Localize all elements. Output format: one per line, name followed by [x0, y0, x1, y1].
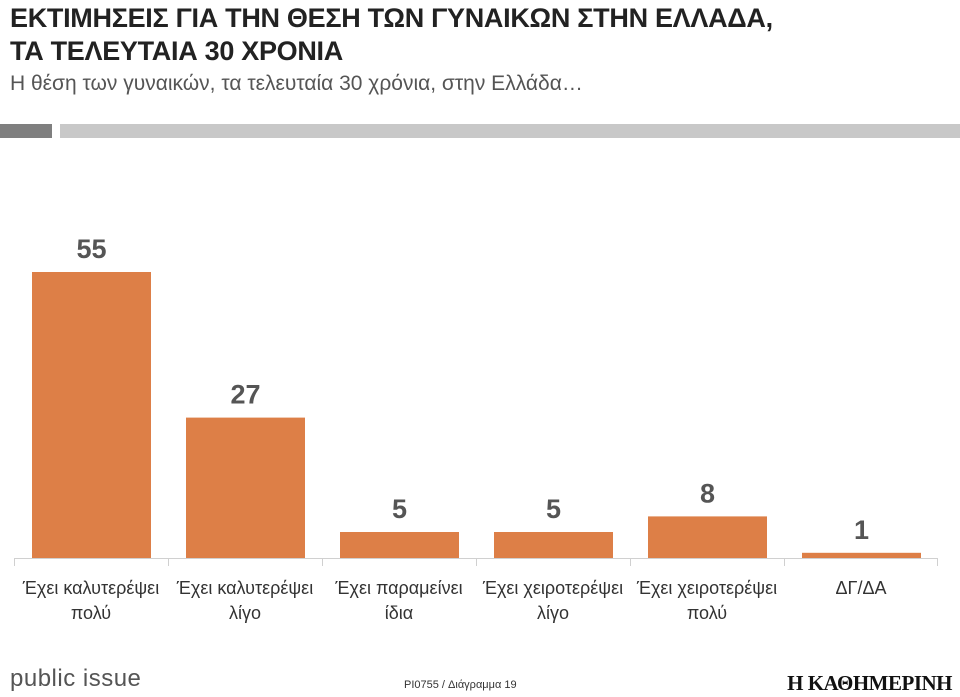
category-label: Έχει καλυτερέψει — [176, 578, 313, 598]
category-label: Έχει παραμείνει — [334, 578, 462, 598]
data-label: 1 — [854, 515, 869, 545]
category-label: ίδια — [385, 603, 413, 623]
category-label: πολύ — [71, 603, 111, 623]
kathimerini-logo: Η ΚΑΘΗΜΕΡΙΝΗ — [787, 671, 952, 695]
chart-title: ΕΚΤΙΜΗΣΕΙΣ ΓΙΑ ΤΗΝ ΘΕΣΗ ΤΩΝ ΓΥΝΑΙΚΩΝ ΣΤΗ… — [10, 2, 773, 68]
category-label: λίγο — [229, 603, 261, 623]
data-label: 5 — [392, 494, 407, 524]
bar — [340, 532, 459, 558]
bar — [494, 532, 613, 558]
data-label: 55 — [76, 234, 106, 264]
title-line-2: ΤΑ ΤΕΛΕΥΤΑΙΑ 30 ΧΡΟΝΙΑ — [10, 36, 343, 66]
bar — [32, 272, 151, 558]
category-label: Έχει χειροτερέψει — [636, 578, 777, 598]
title-line-1: ΕΚΤΙΜΗΣΕΙΣ ΓΙΑ ΤΗΝ ΘΕΣΗ ΤΩΝ ΓΥΝΑΙΚΩΝ ΣΤΗ… — [10, 3, 773, 33]
category-label: λίγο — [537, 603, 569, 623]
category-label: πολύ — [687, 603, 727, 623]
category-label: Έχει χειροτερέψει — [482, 578, 623, 598]
chart-subtitle: Η θέση των γυναικών, τα τελευταία 30 χρό… — [10, 72, 583, 95]
bar — [186, 417, 305, 558]
chart-code: PI0755 / Διάγραμμα 19 — [404, 679, 517, 691]
data-label: 8 — [700, 478, 715, 508]
header-divider-dark — [0, 124, 52, 138]
header-divider-light — [60, 124, 960, 138]
public-issue-logo: public issue — [10, 665, 142, 692]
bar — [648, 516, 767, 558]
data-label: 5 — [546, 494, 561, 524]
category-label: ΔΓ/ΔΑ — [836, 578, 887, 598]
bar — [802, 552, 921, 558]
data-label: 27 — [230, 380, 260, 410]
category-label: Έχει καλυτερέψει — [22, 578, 159, 598]
